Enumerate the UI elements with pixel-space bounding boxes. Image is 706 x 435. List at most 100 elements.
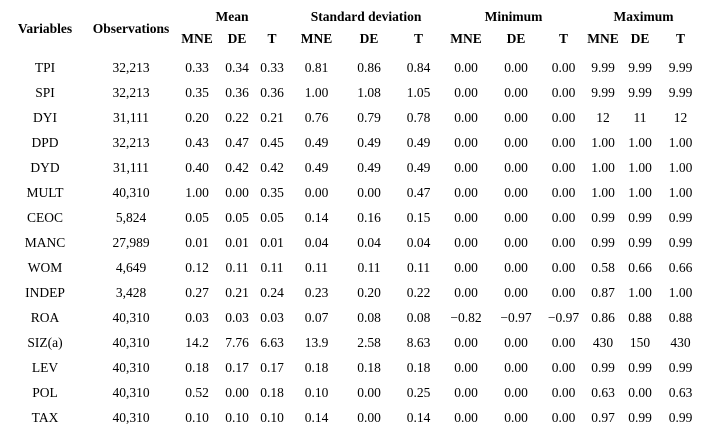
value-cell: 0.00 bbox=[504, 259, 528, 275]
value-cell: 0.49 bbox=[304, 159, 329, 175]
value-cell: 0.00 bbox=[551, 384, 576, 400]
observations-cell: 40,310 bbox=[112, 184, 150, 200]
value-cell: 0.10 bbox=[260, 409, 284, 425]
value-cell: 0.36 bbox=[260, 84, 284, 100]
value-cell: 0.00 bbox=[504, 209, 528, 225]
value-cell: 0.43 bbox=[185, 134, 209, 150]
value-cell: 150 bbox=[629, 334, 651, 350]
value-cell: 0.05 bbox=[260, 209, 284, 225]
value-cell: 0.47 bbox=[406, 184, 431, 200]
variable-name-cell: MULT bbox=[26, 184, 64, 200]
value-cell: 0.00 bbox=[454, 409, 478, 425]
value-cell: 0.00 bbox=[454, 159, 478, 175]
value-cell: 0.00 bbox=[454, 359, 478, 375]
group-header-minimum: Minimum bbox=[484, 8, 543, 24]
value-cell: 0.10 bbox=[304, 384, 329, 400]
value-cell: 0.00 bbox=[504, 59, 528, 75]
variable-name-cell: SPI bbox=[35, 84, 55, 100]
value-cell: 0.52 bbox=[185, 384, 209, 400]
value-cell: −0.97 bbox=[547, 309, 580, 325]
value-cell: −0.82 bbox=[450, 309, 482, 325]
value-cell: 0.18 bbox=[357, 359, 381, 375]
table-row: CEOC 5,824 0.05 0.05 0.05 0.14 0.16 0.15 0.00 0.0… bbox=[2, 205, 702, 230]
value-cell: 0.33 bbox=[185, 59, 209, 75]
value-cell: 0.03 bbox=[260, 309, 284, 325]
value-cell: 1.00 bbox=[185, 184, 209, 200]
value-cell: 1.00 bbox=[591, 159, 615, 175]
variable-name-cell: LEV bbox=[31, 359, 59, 375]
variable-name-cell: DPD bbox=[31, 134, 59, 150]
value-cell: 1.05 bbox=[406, 84, 431, 100]
subcolumn-header-mean-de: DE bbox=[227, 31, 247, 46]
value-cell: 0.03 bbox=[225, 309, 249, 325]
subcolumn-header-min-mne: MNE bbox=[450, 31, 482, 46]
variable-name-cell: MANC bbox=[24, 234, 66, 250]
value-cell: 0.01 bbox=[260, 234, 284, 250]
observations-cell: 5,824 bbox=[115, 209, 147, 225]
observations-cell: 3,428 bbox=[115, 284, 147, 300]
value-cell: 0.00 bbox=[551, 234, 576, 250]
value-cell: 0.45 bbox=[260, 134, 284, 150]
table-row: MANC 27,989 0.01 0.01 0.01 0.04 0.04 0.04 0.00 0.… bbox=[2, 230, 702, 255]
descriptive-statistics-table: Variables Observations Mean Standard dev… bbox=[2, 2, 702, 430]
value-cell: 430 bbox=[670, 334, 691, 350]
value-cell: 11 bbox=[633, 109, 647, 125]
subcolumn-header-min-t: T bbox=[559, 31, 569, 46]
table-body: TPI 32,213 0.33 0.34 0.33 0.81 0.86 0.84 0.00 0.0… bbox=[2, 55, 702, 430]
value-cell: 0.00 bbox=[628, 384, 652, 400]
value-cell: 0.88 bbox=[668, 309, 693, 325]
value-cell: 0.99 bbox=[668, 409, 693, 425]
value-cell: 0.00 bbox=[304, 184, 329, 200]
value-cell: 0.11 bbox=[304, 259, 329, 275]
value-cell: 0.47 bbox=[225, 134, 249, 150]
subcolumn-header-row: MNE DE T MNE DE T MNE DE T MNE DE T bbox=[2, 31, 702, 55]
column-header-observations: Observations bbox=[92, 20, 170, 36]
value-cell: 1.08 bbox=[357, 84, 381, 100]
value-cell: 0.00 bbox=[504, 134, 528, 150]
observations-cell: 32,213 bbox=[112, 84, 150, 100]
value-cell: 13.9 bbox=[304, 334, 329, 350]
table-row: WOM 4,649 0.12 0.11 0.11 0.11 0.11 0.11 0.00 0.00… bbox=[2, 255, 702, 280]
value-cell: 1.00 bbox=[668, 284, 693, 300]
value-cell: 0.00 bbox=[551, 184, 576, 200]
value-cell: 0.00 bbox=[357, 384, 381, 400]
value-cell: 0.49 bbox=[304, 134, 329, 150]
observations-cell: 40,310 bbox=[112, 359, 150, 375]
value-cell: 0.14 bbox=[304, 209, 329, 225]
value-cell: 430 bbox=[592, 334, 614, 350]
variable-name-cell: WOM bbox=[27, 259, 63, 275]
value-cell: 0.99 bbox=[668, 234, 693, 250]
group-header-mean: Mean bbox=[215, 8, 249, 24]
value-cell: 0.00 bbox=[551, 284, 576, 300]
value-cell: 0.66 bbox=[668, 259, 693, 275]
value-cell: 0.00 bbox=[454, 259, 478, 275]
value-cell: 0.00 bbox=[504, 234, 528, 250]
value-cell: 0.42 bbox=[225, 159, 249, 175]
value-cell: 1.00 bbox=[591, 134, 615, 150]
value-cell: 0.00 bbox=[454, 334, 478, 350]
value-cell: 14.2 bbox=[185, 334, 209, 350]
subcolumn-header-sd-de: DE bbox=[359, 31, 379, 46]
value-cell: 0.00 bbox=[504, 359, 528, 375]
value-cell: 0.84 bbox=[406, 59, 431, 75]
value-cell: 9.99 bbox=[628, 59, 652, 75]
value-cell: 0.99 bbox=[668, 209, 693, 225]
value-cell: 0.00 bbox=[504, 109, 528, 125]
value-cell: 0.00 bbox=[551, 134, 576, 150]
value-cell: 0.00 bbox=[454, 384, 478, 400]
value-cell: 0.00 bbox=[551, 109, 576, 125]
value-cell: 0.35 bbox=[185, 84, 209, 100]
value-cell: 1.00 bbox=[628, 184, 652, 200]
value-cell: 1.00 bbox=[628, 284, 652, 300]
subcolumn-header-sd-mne: MNE bbox=[300, 31, 333, 46]
subcolumn-header-mean-mne: MNE bbox=[181, 31, 213, 46]
observations-cell: 40,310 bbox=[112, 334, 150, 350]
value-cell: 0.00 bbox=[551, 209, 576, 225]
value-cell: 0.05 bbox=[185, 209, 209, 225]
table-row: INDEP 3,428 0.27 0.21 0.24 0.23 0.20 0.22 0.00 0.… bbox=[2, 280, 702, 305]
value-cell: 1.00 bbox=[668, 159, 693, 175]
subcolumn-header-max-de: DE bbox=[630, 31, 650, 46]
value-cell: 0.00 bbox=[551, 409, 576, 425]
value-cell: 9.99 bbox=[668, 59, 693, 75]
value-cell: 9.99 bbox=[668, 84, 693, 100]
